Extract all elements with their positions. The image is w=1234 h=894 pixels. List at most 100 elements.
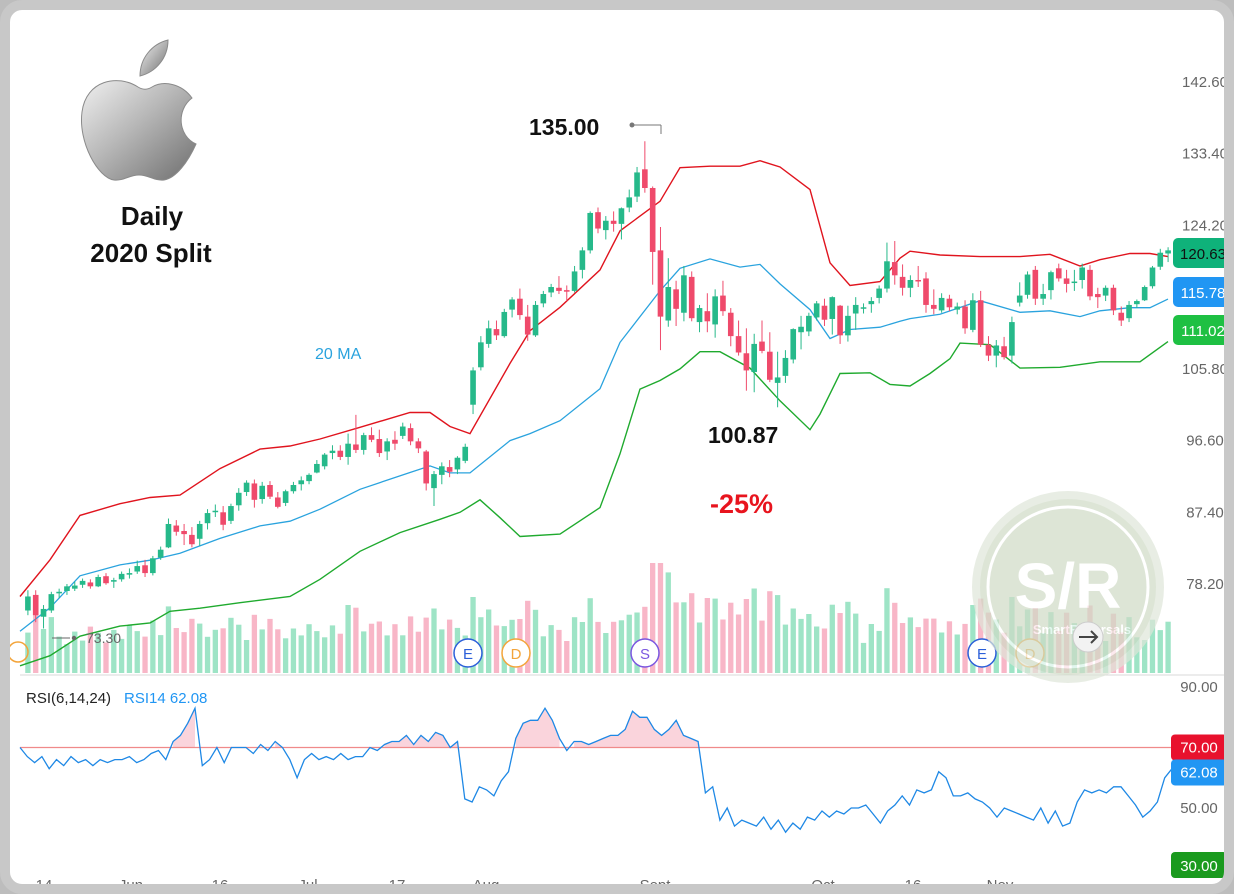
- rsi-value-label: RSI14 62.08: [124, 690, 207, 707]
- volume-bar: [610, 621, 617, 673]
- rsi-current-tag: 62.08: [1180, 764, 1218, 781]
- candle-body: [798, 326, 804, 333]
- candle-body: [1071, 281, 1078, 284]
- candle-body: [165, 523, 172, 548]
- event-marker-circle: [630, 638, 660, 668]
- volume-bar: [814, 626, 820, 673]
- volume-bar: [282, 638, 289, 673]
- candle-body: [493, 329, 500, 336]
- candlesticks: [25, 141, 1171, 629]
- candle-body: [134, 566, 141, 572]
- volume-bar: [400, 635, 406, 673]
- candle-body: [954, 306, 961, 310]
- candle-body: [478, 342, 484, 368]
- candle-body: [306, 474, 312, 482]
- volume-bar: [423, 617, 429, 673]
- volume-bar: [673, 602, 679, 673]
- candle-body: [95, 576, 102, 587]
- candle-body: [235, 492, 242, 506]
- volume-bar: [525, 600, 531, 673]
- event-marker: E: [463, 646, 473, 663]
- candle-body: [345, 443, 351, 457]
- candle-body: [251, 483, 258, 500]
- rsi-current-tag-bg: [1171, 759, 1224, 786]
- volume-bar: [806, 614, 812, 673]
- volume-bar: [314, 631, 320, 673]
- volume-bar: [204, 636, 211, 673]
- candle-body: [766, 351, 773, 380]
- scroll-right-button[interactable]: [1072, 621, 1104, 653]
- volume-bar: [220, 628, 226, 673]
- volume-bar: [126, 624, 133, 673]
- moving-average-label: 20 MA: [315, 346, 362, 363]
- volume-bar: [728, 602, 734, 673]
- candle-body: [267, 485, 273, 497]
- volume-bar: [228, 617, 234, 673]
- volume-bar: [1165, 621, 1171, 673]
- candle-body: [610, 220, 617, 224]
- candle-body: [845, 315, 851, 336]
- rsi14-line: [19, 705, 1173, 834]
- volume-bar: [1157, 630, 1163, 673]
- candle-body: [782, 357, 789, 376]
- candle-body: [579, 250, 586, 270]
- candle-body: [1016, 295, 1023, 303]
- volume-bar: [251, 614, 258, 673]
- candle-body: [438, 466, 445, 475]
- candle-body: [720, 295, 726, 312]
- candle-body: [259, 485, 266, 500]
- candle-body: [212, 510, 219, 513]
- volume-bar: [962, 623, 968, 673]
- volume-bar: [158, 635, 164, 673]
- low-price-annotation: 100.87: [708, 422, 778, 448]
- candle-body: [64, 586, 70, 592]
- event-marker-circle: [453, 638, 483, 668]
- volume-bar: [142, 636, 148, 673]
- volume-bar: [970, 605, 976, 673]
- volume-bar: [103, 642, 109, 673]
- candle-body: [540, 294, 547, 304]
- price-tick-label: 124.20: [1182, 217, 1228, 234]
- rsi-overbought-area: [515, 708, 560, 748]
- candle-body: [704, 311, 711, 322]
- candle-body: [321, 454, 328, 467]
- volume-bar: [548, 625, 554, 673]
- candle-body: [243, 482, 250, 493]
- volume-bar: [689, 593, 695, 673]
- candle-body: [1118, 312, 1125, 321]
- volume-bar: [173, 628, 179, 673]
- rsi-overbought-area: [384, 732, 458, 748]
- time-tick-label: 14: [36, 877, 53, 894]
- candle-body: [727, 312, 734, 337]
- candle-body: [517, 298, 523, 316]
- candle-body: [142, 565, 148, 574]
- candle-body: [501, 311, 508, 337]
- candle-body: [32, 594, 39, 616]
- candle-body: [196, 523, 203, 539]
- volume-bar: [665, 572, 671, 673]
- candle-body: [1079, 267, 1086, 280]
- candle-body: [220, 512, 226, 525]
- volume-bar: [759, 620, 765, 673]
- candle-body: [1048, 272, 1054, 291]
- rsi-overbought-area: [574, 711, 699, 748]
- volume-bar: [735, 614, 742, 673]
- volume-bar: [361, 631, 367, 673]
- candle-body: [1165, 250, 1171, 254]
- volume-bar: [571, 617, 578, 673]
- candle-body: [665, 287, 672, 321]
- candle-body: [907, 279, 914, 288]
- volume-bar: [868, 624, 874, 673]
- time-tick-label: Jul: [298, 877, 317, 894]
- volume-bar: [978, 598, 984, 673]
- time-tick-label: 17: [389, 877, 406, 894]
- volume-bar: [493, 625, 500, 673]
- time-tick-label: Jun: [119, 877, 143, 894]
- candle-body: [110, 580, 117, 582]
- volume-bar: [595, 621, 601, 673]
- candle-body: [56, 591, 62, 594]
- time-tick-label: Aug: [473, 877, 500, 894]
- candle-body: [852, 304, 859, 314]
- volume-bar: [931, 618, 937, 673]
